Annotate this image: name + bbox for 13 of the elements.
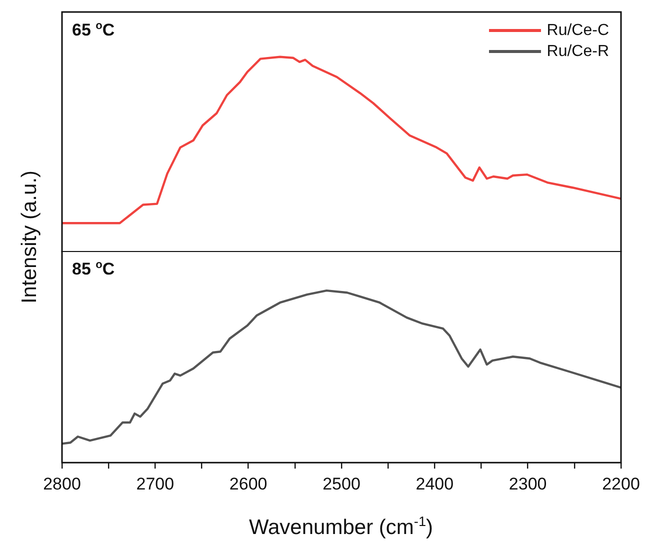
x-tick-label: 2200 — [602, 474, 640, 494]
x-tick-label: 2400 — [416, 474, 454, 494]
x-axis-title: Wavenumber (cm$^{-1}$) — [248, 514, 434, 540]
y-axis-title: Intensity (a.u.) — [18, 170, 42, 304]
text: 85 $^{o}$C — [72, 259, 115, 280]
text: 65 $^{o}$C — [72, 20, 115, 41]
x-tick-label: 2800 — [43, 474, 81, 494]
x-tick-label: 2700 — [136, 474, 174, 494]
x-tick-label: 2500 — [322, 474, 360, 494]
x-tick-label: 2300 — [508, 474, 547, 494]
legend-label: Ru/Ce-C — [546, 22, 609, 40]
x-tick-label: 2600 — [229, 474, 268, 494]
text: Ru/Ce-R — [546, 42, 609, 60]
